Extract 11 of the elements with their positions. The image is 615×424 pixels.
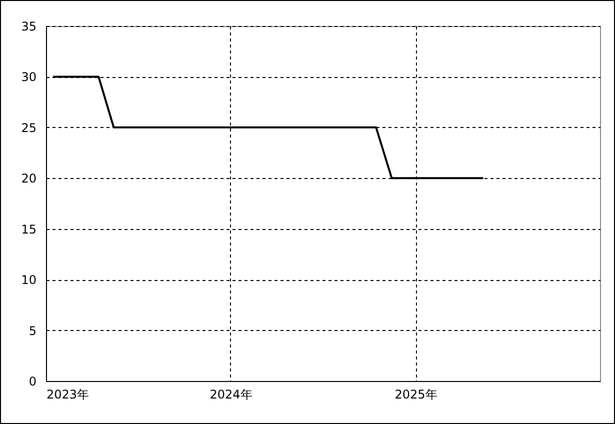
x-tick-label: 2025年 bbox=[394, 388, 438, 402]
y-tick-label: 30 bbox=[21, 70, 36, 84]
y-tick-label: 35 bbox=[21, 20, 36, 34]
y-tick-label: 15 bbox=[21, 222, 36, 236]
x-tick-label: 2023年 bbox=[46, 388, 90, 402]
y-tick-label: 0 bbox=[28, 374, 36, 388]
y-tick-label: 5 bbox=[28, 324, 36, 338]
y-tick-label: 20 bbox=[21, 172, 36, 186]
y-tick-label: 10 bbox=[21, 273, 36, 288]
y-tick-label: 25 bbox=[21, 120, 36, 135]
x-tick-label: 2024年 bbox=[210, 388, 252, 402]
